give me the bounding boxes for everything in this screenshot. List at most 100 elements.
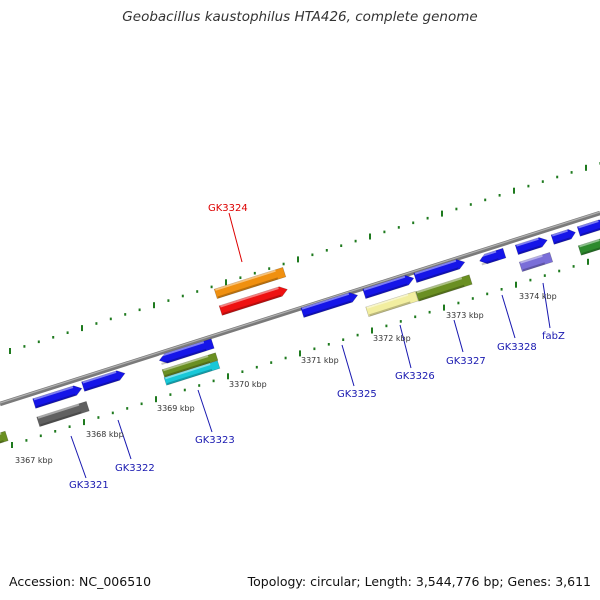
feature-shadow: [581, 246, 600, 256]
feature-fabz[interactable]: [518, 252, 554, 272]
feature-shadow: [369, 301, 411, 317]
leader-line-fabz: [542, 282, 551, 329]
feature-highlight: [552, 229, 568, 237]
gene-label-gk3327[interactable]: GK3327: [446, 356, 486, 367]
gene-label-gk3328[interactable]: GK3328: [497, 342, 537, 353]
feature-olive-1[interactable]: [161, 352, 219, 378]
scale-label-3371: 3371 kbp: [301, 356, 339, 365]
accession-text: Accession: NC_006510: [9, 574, 152, 589]
feature-highlight: [301, 292, 350, 310]
feature-cyan[interactable]: [163, 360, 221, 386]
gene-label-gk3324[interactable]: GK3324: [208, 203, 248, 214]
feature-body: [550, 229, 576, 245]
leader-line-gk3322: [117, 419, 132, 460]
scale-label-3370: 3370 kbp: [229, 380, 267, 389]
feature-highlight: [520, 254, 543, 264]
feature-gk3328[interactable]: [478, 247, 507, 266]
leader-line-gk3328: [501, 294, 516, 339]
scale-label-3373: 3373 kbp: [446, 311, 484, 320]
feature-shadow: [518, 245, 542, 255]
feature-shadow: [222, 294, 282, 316]
feature-highlight: [363, 275, 406, 291]
leader-line-gk3321: [70, 435, 87, 479]
feature-blue-1[interactable]: [32, 384, 84, 409]
gene-label-gk3325[interactable]: GK3325: [337, 389, 377, 400]
feature-olive-edge[interactable]: [0, 430, 9, 446]
feature-blue-5[interactable]: [550, 228, 577, 245]
feature-body: [577, 236, 600, 256]
feature-shadow: [40, 411, 82, 427]
feature-gk3324-orange[interactable]: [213, 266, 287, 300]
feature-body: [514, 237, 548, 255]
feature-shadow: [580, 227, 600, 237]
feature-shadow: [304, 300, 352, 318]
feature-shadow: [0, 440, 4, 445]
feature-body: [479, 247, 507, 265]
feature-body: [0, 430, 9, 446]
gene-label-gk3322[interactable]: GK3322: [115, 463, 155, 474]
feature-highlight: [516, 237, 539, 247]
feature-highlight: [414, 259, 457, 275]
scale-label-3368: 3368 kbp: [86, 430, 124, 439]
gene-label-gk3326[interactable]: GK3326: [395, 371, 435, 382]
feature-body: [362, 275, 415, 300]
leader-line-gk3327: [453, 319, 464, 353]
feature-body: [213, 266, 287, 300]
feature-shadow: [217, 277, 279, 299]
feature-highlight: [479, 250, 497, 258]
feature-blue-3[interactable]: [158, 338, 215, 365]
feature-blue-4[interactable]: [514, 235, 549, 255]
feature-body: [300, 292, 359, 318]
feature-body: [413, 259, 466, 284]
scale-label-3369: 3369 kbp: [157, 404, 195, 413]
feature-highlight: [82, 370, 117, 384]
feature-gray[interactable]: [36, 400, 90, 428]
feature-body: [36, 400, 90, 428]
feature-green-edge[interactable]: [577, 236, 600, 256]
leader-line-gk3323: [197, 389, 213, 433]
scale-label-3372: 3372 kbp: [373, 334, 411, 343]
feature-body: [218, 286, 288, 316]
feature-gk3324-red[interactable]: [218, 285, 289, 316]
gene-label-fabz[interactable]: fabZ: [542, 331, 565, 342]
leader-line-gk3325: [341, 344, 355, 387]
feature-highlight: [163, 355, 209, 372]
topology-text: Topology: circular; Length: 3,544,776 bp…: [247, 574, 591, 589]
feature-gk3327-blue[interactable]: [413, 257, 467, 284]
feature-highlight: [579, 239, 600, 248]
feature-body: [32, 385, 83, 409]
feature-shadow: [522, 262, 546, 272]
feature-highlight: [165, 363, 211, 380]
feature-body: [81, 370, 126, 392]
feature-highlight: [215, 269, 276, 291]
feature-highlight: [416, 277, 463, 294]
feature-gk3325[interactable]: [300, 290, 359, 318]
leader-line-gk3326: [399, 324, 412, 369]
feature-body: [415, 274, 473, 302]
feature-body: [158, 338, 215, 364]
feature-gk3326-yellow[interactable]: [365, 290, 419, 318]
feature-shadow: [481, 258, 499, 266]
feature-highlight: [37, 403, 80, 419]
feature-shadow: [366, 283, 408, 299]
feature-gk3327-olive[interactable]: [415, 274, 473, 302]
gene-label-gk3321[interactable]: GK3321: [69, 480, 109, 491]
leader-line-gk3324: [228, 212, 243, 263]
feature-body: [518, 252, 554, 272]
feature-shadow: [554, 237, 571, 245]
feature-highlight: [366, 293, 409, 309]
feature-shadow: [417, 267, 459, 283]
feature-body: [161, 352, 219, 378]
gene-label-gk3323[interactable]: GK3323: [195, 435, 235, 446]
feature-shadow: [166, 368, 213, 385]
feature-shadow: [161, 348, 207, 365]
scale-label-3374: 3374 kbp: [519, 292, 557, 301]
gene-features: [0, 219, 600, 446]
feature-body: [163, 360, 221, 386]
leader-lines: [70, 282, 551, 479]
genome-backbone: [0, 210, 600, 407]
feature-highlight: [158, 341, 205, 358]
feature-highlight: [33, 386, 74, 401]
feature-blue-2[interactable]: [81, 369, 127, 392]
feature-gk3326-blue[interactable]: [362, 273, 416, 300]
